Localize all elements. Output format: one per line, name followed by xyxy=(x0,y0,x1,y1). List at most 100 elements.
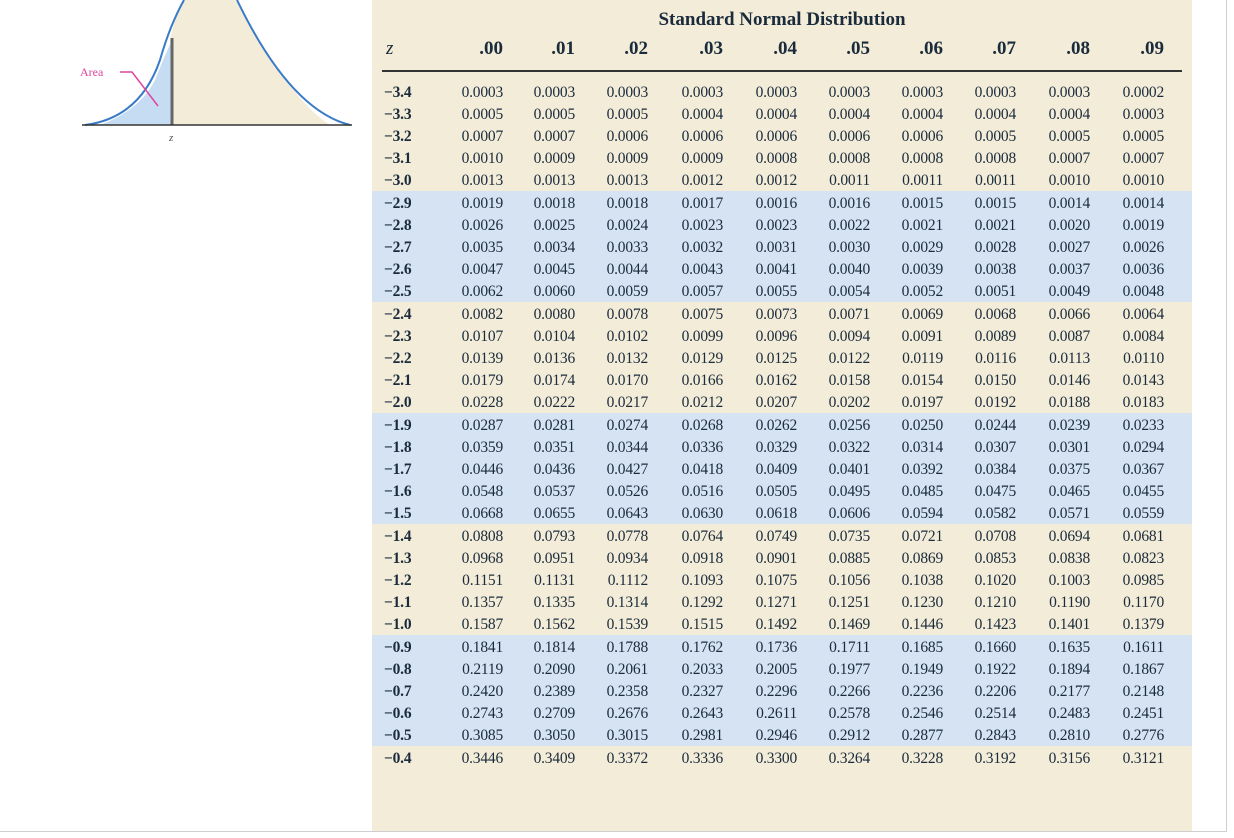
table-row: −1.8 0.0359 0.0351 0.0344 0.0336 0.0329 0.0322… xyxy=(372,435,1192,457)
probability-cell: 0.0485 xyxy=(901,483,944,500)
probability-cell: 0.0516 xyxy=(681,483,724,500)
probability-cell: 0.0287 xyxy=(461,417,504,434)
probability-cell: 0.3446 xyxy=(461,750,504,767)
probability-cell: 0.1562 xyxy=(533,616,576,633)
table-row: −2.4 0.0082 0.0080 0.0078 0.0075 0.0073 0.0071… xyxy=(372,302,1192,324)
z-value-cell: −3.3 xyxy=(384,106,412,123)
probability-cell: 0.2546 xyxy=(901,705,944,722)
probability-cell: 0.3228 xyxy=(901,750,944,767)
probability-cell: 0.0023 xyxy=(755,217,798,234)
probability-cell: 0.0057 xyxy=(681,283,724,300)
table-row: −1.3 0.0968 0.0951 0.0934 0.0918 0.0901 0.0885… xyxy=(372,546,1192,568)
probability-cell: 0.0020 xyxy=(1048,217,1091,234)
probability-cell: 0.0901 xyxy=(755,550,798,567)
probability-cell: 0.0934 xyxy=(606,550,649,567)
probability-cell: 0.1867 xyxy=(1122,661,1165,678)
probability-cell: 0.0113 xyxy=(1049,350,1090,367)
probability-cell: 0.0262 xyxy=(755,417,798,434)
probability-cell: 0.0010 xyxy=(461,150,504,167)
probability-cell: 0.0166 xyxy=(681,372,724,389)
table-row: −3.0 0.0013 0.0013 0.0013 0.0012 0.0012 0.0011… xyxy=(372,168,1192,190)
probability-cell: 0.0043 xyxy=(681,261,724,278)
z-value-cell: −2.8 xyxy=(384,217,412,234)
probability-cell: 0.0559 xyxy=(1122,505,1165,522)
probability-cell: 0.0011 xyxy=(902,172,943,189)
probability-cell: 0.0049 xyxy=(1048,283,1091,300)
probability-cell: 0.0017 xyxy=(681,195,724,212)
table-row: −1.7 0.0446 0.0436 0.0427 0.0418 0.0409 0.0401… xyxy=(372,457,1192,479)
column-header-p03: .03 xyxy=(699,38,723,59)
probability-cell: 0.0016 xyxy=(828,195,871,212)
z-value-cell: −2.1 xyxy=(384,372,412,389)
probability-cell: 0.0154 xyxy=(901,372,944,389)
probability-cell: 0.1587 xyxy=(461,616,504,633)
z-value-cell: −2.5 xyxy=(384,283,412,300)
z-value-cell: −1.7 xyxy=(384,461,412,478)
z-value-cell: −0.8 xyxy=(384,661,412,678)
row-group: −2.9 0.0019 0.0018 0.0018 0.0017 0.0016 0.0016… xyxy=(372,191,1192,302)
row-group: −0.4 0.3446 0.3409 0.3372 0.3336 0.3300 0.3264… xyxy=(372,746,1192,796)
probability-cell: 0.0041 xyxy=(755,261,798,278)
probability-cell: 0.3085 xyxy=(461,727,504,744)
probability-cell: 0.0009 xyxy=(681,150,724,167)
probability-cell: 0.0080 xyxy=(533,306,576,323)
probability-cell: 0.2005 xyxy=(755,661,798,678)
column-header-p02: .02 xyxy=(624,38,648,59)
probability-cell: 0.0003 xyxy=(533,84,576,101)
probability-cell: 0.0582 xyxy=(974,505,1017,522)
probability-cell: 0.0045 xyxy=(533,261,576,278)
probability-cell: 0.0038 xyxy=(974,261,1017,278)
probability-cell: 0.2611 xyxy=(756,705,797,722)
probability-cell: 0.1515 xyxy=(681,616,724,633)
probability-cell: 0.0537 xyxy=(533,483,576,500)
probability-cell: 0.0099 xyxy=(681,328,724,345)
table-row: −1.1 0.1357 0.1335 0.1314 0.1292 0.1271 0.1251… xyxy=(372,590,1192,612)
probability-cell: 0.0129 xyxy=(681,350,724,367)
probability-cell: 0.0082 xyxy=(461,306,504,323)
probability-cell: 0.0548 xyxy=(461,483,504,500)
table-title: Standard Normal Distribution xyxy=(658,9,906,30)
probability-cell: 0.0125 xyxy=(755,350,798,367)
probability-cell: 0.0003 xyxy=(755,84,798,101)
probability-cell: 0.0003 xyxy=(681,84,724,101)
probability-cell: 0.0122 xyxy=(828,350,871,367)
probability-cell: 0.0681 xyxy=(1122,528,1165,545)
table-row: −2.1 0.0179 0.0174 0.0170 0.0166 0.0162 0.0158… xyxy=(372,368,1192,390)
z-value-cell: −1.3 xyxy=(384,550,412,567)
probability-cell: 0.0132 xyxy=(606,350,649,367)
probability-cell: 0.0006 xyxy=(828,128,871,145)
probability-cell: 0.1894 xyxy=(1048,661,1091,678)
probability-cell: 0.0594 xyxy=(901,505,944,522)
probability-cell: 0.0329 xyxy=(755,439,798,456)
probability-cell: 0.0217 xyxy=(606,394,649,411)
probability-cell: 0.0359 xyxy=(461,439,504,456)
probability-cell: 0.1335 xyxy=(533,594,576,611)
probability-cell: 0.0003 xyxy=(901,84,944,101)
probability-cell: 0.0823 xyxy=(1122,550,1165,567)
probability-cell: 0.3336 xyxy=(681,750,724,767)
row-group: −3.4 0.0003 0.0003 0.0003 0.0003 0.0003 0.0003… xyxy=(372,80,1192,191)
table-row: −2.0 0.0228 0.0222 0.0217 0.0212 0.0207 0.0202… xyxy=(372,390,1192,412)
probability-cell: 0.0006 xyxy=(606,128,649,145)
probability-cell: 0.0096 xyxy=(755,328,798,345)
probability-cell: 0.1292 xyxy=(681,594,724,611)
probability-cell: 0.0102 xyxy=(606,328,649,345)
shaded-area xyxy=(100,40,172,125)
probability-cell: 0.2266 xyxy=(828,683,871,700)
probability-cell: 0.3264 xyxy=(828,750,871,767)
probability-cell: 0.0048 xyxy=(1122,283,1165,300)
z-value-cell: −3.0 xyxy=(384,172,412,189)
probability-cell: 0.0793 xyxy=(533,528,576,545)
probability-cell: 0.1093 xyxy=(681,572,724,589)
column-header-p00: .00 xyxy=(479,38,503,59)
probability-cell: 0.0012 xyxy=(755,172,798,189)
probability-cell: 0.1469 xyxy=(828,616,871,633)
probability-cell: 0.0008 xyxy=(828,150,871,167)
probability-cell: 0.1230 xyxy=(901,594,944,611)
probability-cell: 0.0030 xyxy=(828,239,871,256)
z-value-cell: −1.6 xyxy=(384,483,412,500)
z-axis-label: z xyxy=(168,132,174,144)
probability-cell: 0.0143 xyxy=(1122,372,1165,389)
probability-cell: 0.0197 xyxy=(901,394,944,411)
